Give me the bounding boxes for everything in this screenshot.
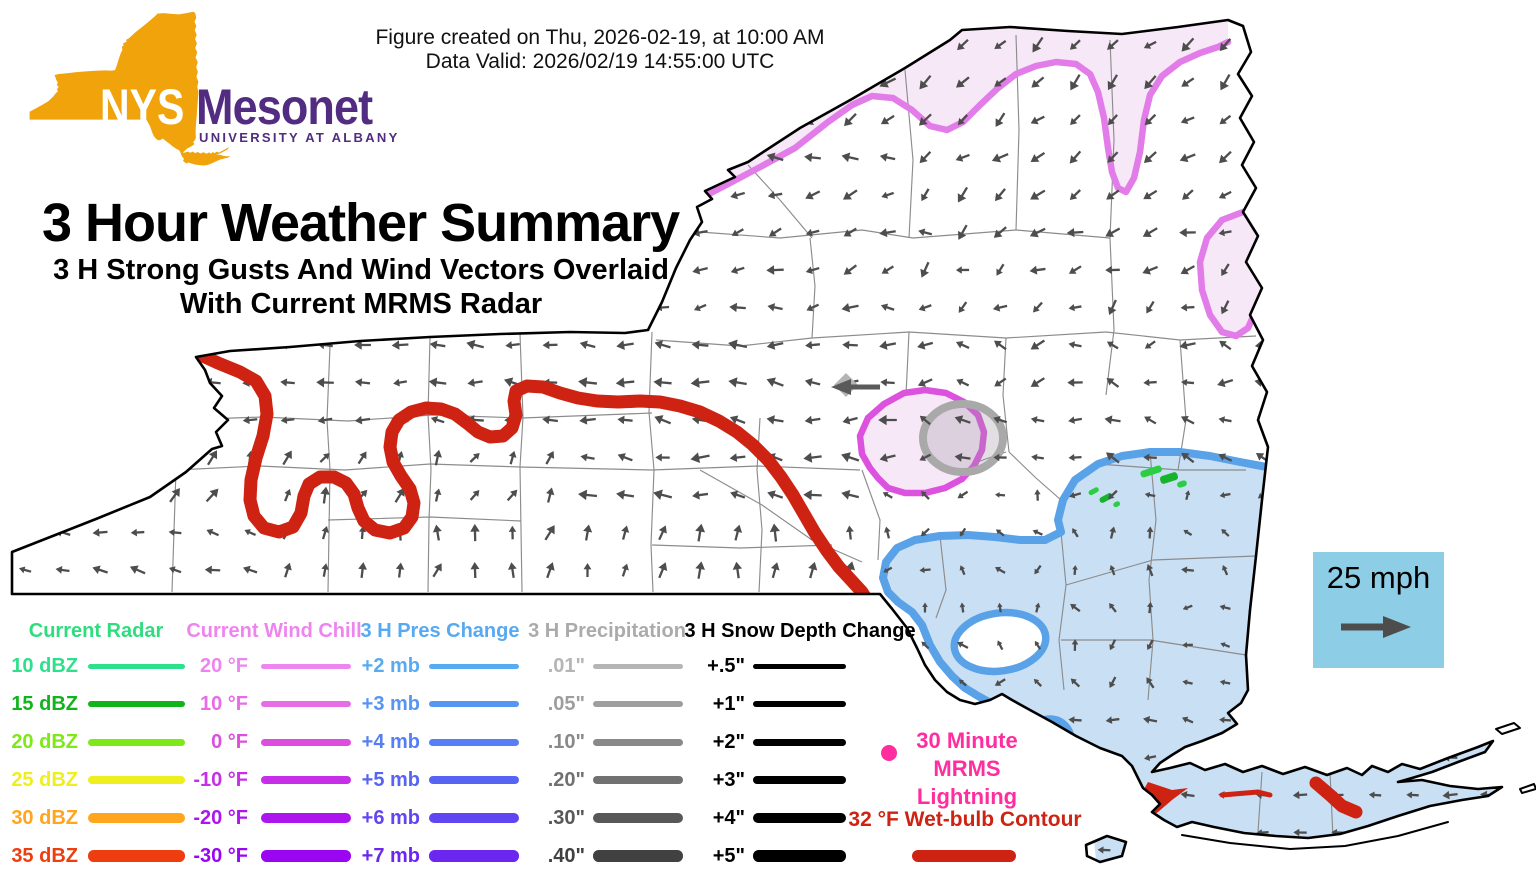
page-title: 3 Hour Weather Summary	[42, 193, 680, 253]
logo-university-text: UNIVERSITY AT ALBANY	[199, 130, 400, 145]
subtitle-line-1: 3 H Strong Gusts And Wind Vectors Overla…	[53, 254, 669, 286]
strong-gust-marker	[831, 373, 880, 397]
figure-created-text: Figure created on Thu, 2026-02-19, at 10…	[375, 26, 825, 49]
pressure-hole-2	[1025, 715, 1075, 765]
precipitation-contour	[919, 400, 1007, 476]
logo-nys-text: NYS	[100, 79, 185, 135]
wind-chill-contour-champlain	[1196, 208, 1260, 340]
islet-1	[1495, 722, 1521, 735]
wind-chill-contour-north	[699, 38, 1232, 201]
data-valid-text: Data Valid: 2026/02/19 14:55:00 UTC	[425, 50, 775, 73]
wet-bulb-contour	[183, 343, 905, 667]
wind-speed-reference-label: 25 mph	[1326, 560, 1431, 595]
radar-echoes	[1088, 465, 1187, 508]
subtitle-line-2: With Current MRMS Radar	[179, 288, 543, 320]
pressure-change-contour	[879, 448, 1276, 740]
reference-wind-arrow-icon	[1341, 616, 1411, 638]
barrier-island	[1181, 821, 1449, 851]
islet-2	[1519, 783, 1536, 794]
wind-speed-reference-box: 25 mph	[1313, 552, 1444, 668]
logo-mesonet-text: Mesonet	[196, 79, 373, 135]
